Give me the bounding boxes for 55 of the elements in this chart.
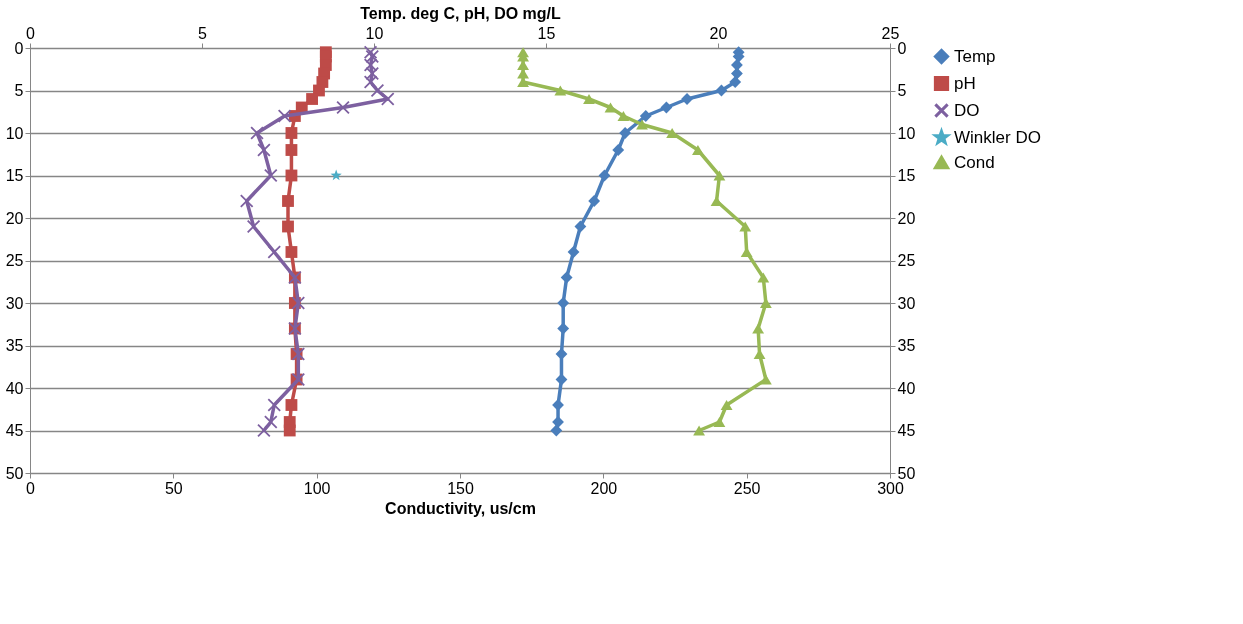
- x2-tick-label: 25: [881, 24, 900, 42]
- x-tick-label: 250: [733, 479, 761, 497]
- x2-axis-title: Temp. deg C, pH, DO mg/L: [360, 4, 562, 22]
- point: [720, 399, 733, 411]
- y2-tick-label: 5: [897, 82, 907, 99]
- point: [617, 110, 630, 122]
- y-tick-label: 40: [5, 379, 24, 397]
- y2-tick-label: 25: [897, 252, 916, 269]
- x2-tick-label: 20: [709, 24, 728, 42]
- x2-tick-label: 15: [537, 24, 556, 42]
- y-tick-label: 25: [5, 252, 24, 269]
- legend-label: DO: [954, 100, 980, 120]
- point: [693, 425, 705, 436]
- y2-tick-label: 30: [897, 294, 916, 312]
- point: [636, 119, 648, 130]
- y-tick-label: 15: [5, 167, 24, 184]
- point: [757, 272, 770, 283]
- y2-tick-label: 45: [897, 422, 916, 439]
- x2-tick-label: 10: [365, 24, 384, 42]
- x2-tick-label: 5: [198, 24, 208, 42]
- y-tick-label: 45: [5, 422, 24, 439]
- x2-tick-label: 0: [26, 24, 36, 42]
- y2-tick-label: 50: [897, 464, 916, 482]
- y2-tick-label: 10: [897, 124, 916, 142]
- x-tick-label: 100: [303, 479, 331, 497]
- y2-tick-label: 20: [897, 209, 916, 227]
- y-tick-label: 30: [5, 294, 24, 312]
- point: [713, 170, 726, 181]
- legend-label: Temp: [954, 46, 996, 66]
- y2-tick-label: 0: [897, 39, 907, 57]
- point: [604, 102, 617, 113]
- point: [752, 323, 765, 334]
- point: [713, 416, 726, 428]
- y-tick-label: 35: [5, 337, 24, 354]
- x-tick-label: 200: [590, 479, 618, 497]
- x-tick-label: 150: [447, 479, 474, 497]
- y2-tick-label: 40: [897, 379, 916, 397]
- point: [692, 144, 704, 156]
- x-axis-title: Conductivity, us/cm: [385, 499, 536, 517]
- legend-label: Cond: [954, 152, 995, 172]
- y2-tick-label: 15: [897, 167, 916, 184]
- y-tick-label: 10: [5, 124, 24, 142]
- y-tick-label: 50: [5, 464, 24, 482]
- x-tick-label: 50: [164, 479, 183, 497]
- point: [739, 221, 752, 232]
- y-tick-label: 0: [14, 39, 24, 57]
- x-tick-label: 300: [877, 479, 904, 497]
- y-tick-label: 20: [5, 209, 24, 227]
- point: [554, 85, 567, 96]
- x-tick-label: 0: [26, 479, 36, 497]
- legend-label: pH: [954, 73, 976, 93]
- point: [583, 93, 595, 105]
- legend-label: Winkler DO: [954, 127, 1041, 147]
- y-tick-label: 5: [14, 82, 24, 99]
- y2-tick-label: 35: [897, 337, 916, 354]
